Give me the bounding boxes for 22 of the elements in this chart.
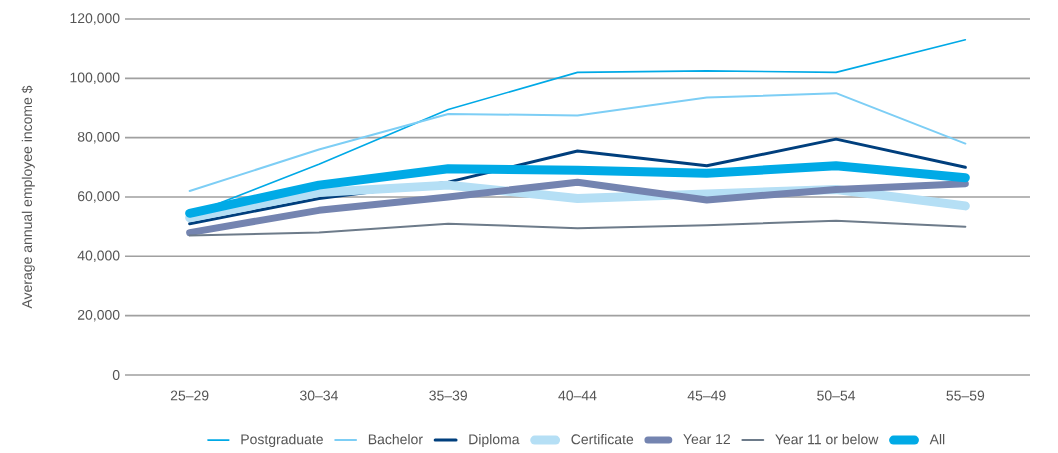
y-tick-label: 40,000 <box>77 250 120 263</box>
x-tick-label: 45–49 <box>687 390 726 401</box>
legend-label: Year 12 <box>683 434 730 445</box>
legend-label: Diploma <box>469 433 520 448</box>
y-tick-label: 120,000 <box>70 13 120 25</box>
y-tick-label: 20,000 <box>77 309 120 322</box>
legend-label: Certificate <box>571 433 634 445</box>
x-tick-label: 35–39 <box>429 390 467 401</box>
legend-label: Bachelor <box>368 433 423 445</box>
legend-label: Postgraduate <box>241 433 323 448</box>
y-tick-label: 80,000 <box>77 131 120 144</box>
x-tick-label: 40–44 <box>558 390 597 401</box>
x-tick-label: 55–59 <box>946 390 985 401</box>
y-axis-title: Average annual employee income $ <box>21 85 35 309</box>
y-tick-label: 0 <box>112 370 120 380</box>
legend-label: Year 11 or below <box>775 433 879 445</box>
y-tick-label: 100,000 <box>70 72 120 85</box>
x-tick-label: 25–29 <box>170 390 209 401</box>
x-tick-label: 30–34 <box>299 390 338 401</box>
legend-label: All <box>929 433 945 445</box>
x-tick-label: 50–54 <box>817 390 856 401</box>
y-tick-label: 60,000 <box>77 191 120 203</box>
